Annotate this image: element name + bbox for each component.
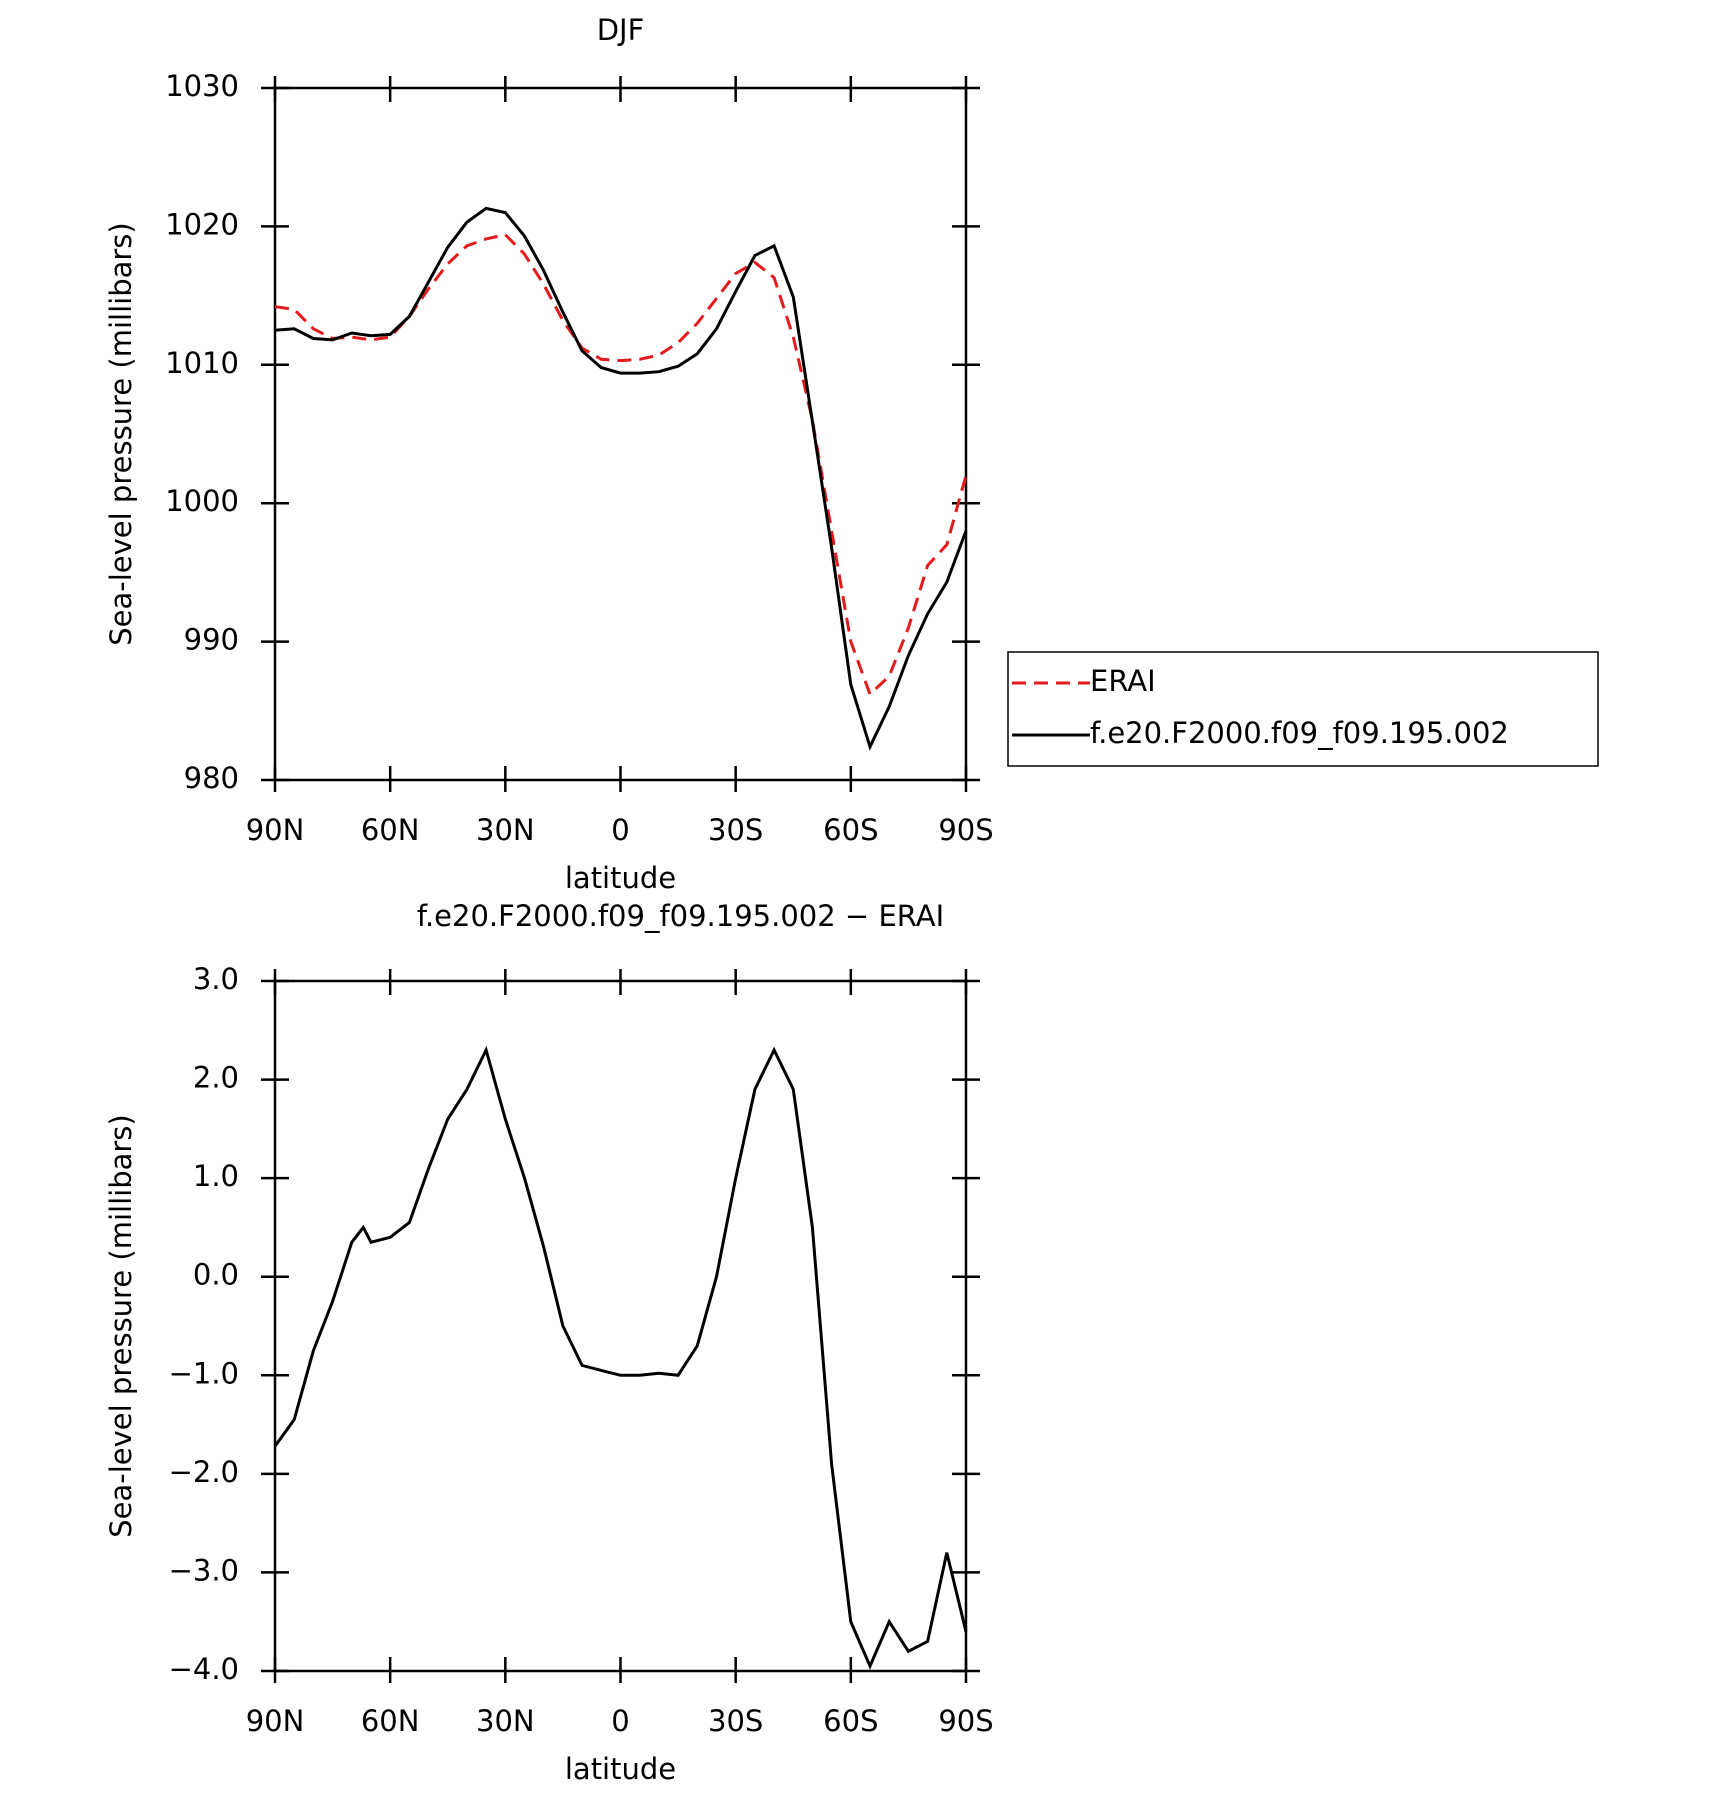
x-tick-label: 60N: [361, 813, 420, 847]
x-tick-label: 90N: [246, 1704, 305, 1738]
y-tick-label: −3.0: [169, 1553, 239, 1587]
y-tick-label: −4.0: [169, 1652, 239, 1686]
y-tick-label: 2.0: [193, 1061, 239, 1095]
x-tick-label: 90N: [246, 813, 305, 847]
x-tick-label: 0: [611, 813, 629, 847]
x-axis-label: latitude: [565, 861, 676, 895]
chart-title: f.e20.F2000.f09_f09.195.002 − ERAI: [417, 899, 944, 933]
y-tick-label: 1.0: [193, 1159, 239, 1193]
x-tick-label: 60S: [823, 1704, 878, 1738]
x-tick-label: 60N: [361, 1704, 420, 1738]
x-tick-label: 90S: [938, 1704, 993, 1738]
y-tick-label: −1.0: [169, 1356, 239, 1390]
y-tick-label: −2.0: [169, 1455, 239, 1489]
y-tick-label: 0.0: [193, 1258, 239, 1292]
y-tick-label: 980: [184, 761, 239, 795]
x-tick-label: 30S: [708, 1704, 763, 1738]
x-tick-label: 30N: [476, 1704, 535, 1738]
x-tick-label: 30S: [708, 813, 763, 847]
y-tick-label: 3.0: [193, 962, 239, 996]
y-axis-label: Sea-level pressure (millibars): [104, 222, 138, 645]
legend-box: [1007, 651, 1599, 767]
plot-frame: [273, 979, 968, 1673]
y-tick-label: 1020: [165, 207, 239, 241]
legend-label: ERAI: [1090, 664, 1156, 698]
data-line: [273, 1045, 968, 1670]
y-tick-label: 1000: [165, 484, 239, 518]
x-axis-label: latitude: [565, 1752, 676, 1786]
y-tick-label: 1010: [165, 346, 239, 380]
x-tick-label: 60S: [823, 813, 878, 847]
plot-frame: [273, 86, 968, 782]
x-tick-label: 0: [611, 1704, 629, 1738]
x-tick-label: 30N: [476, 813, 535, 847]
data-line: [274, 206, 968, 751]
chart-title: DJF: [597, 13, 645, 47]
data-line: [274, 233, 968, 697]
x-tick-label: 90S: [938, 813, 993, 847]
y-axis-label: Sea-level pressure (millibars): [104, 1114, 138, 1537]
legend-label: f.e20.F2000.f09_f09.195.002: [1090, 716, 1509, 750]
y-tick-label: 1030: [165, 69, 239, 103]
y-tick-label: 990: [184, 623, 239, 657]
